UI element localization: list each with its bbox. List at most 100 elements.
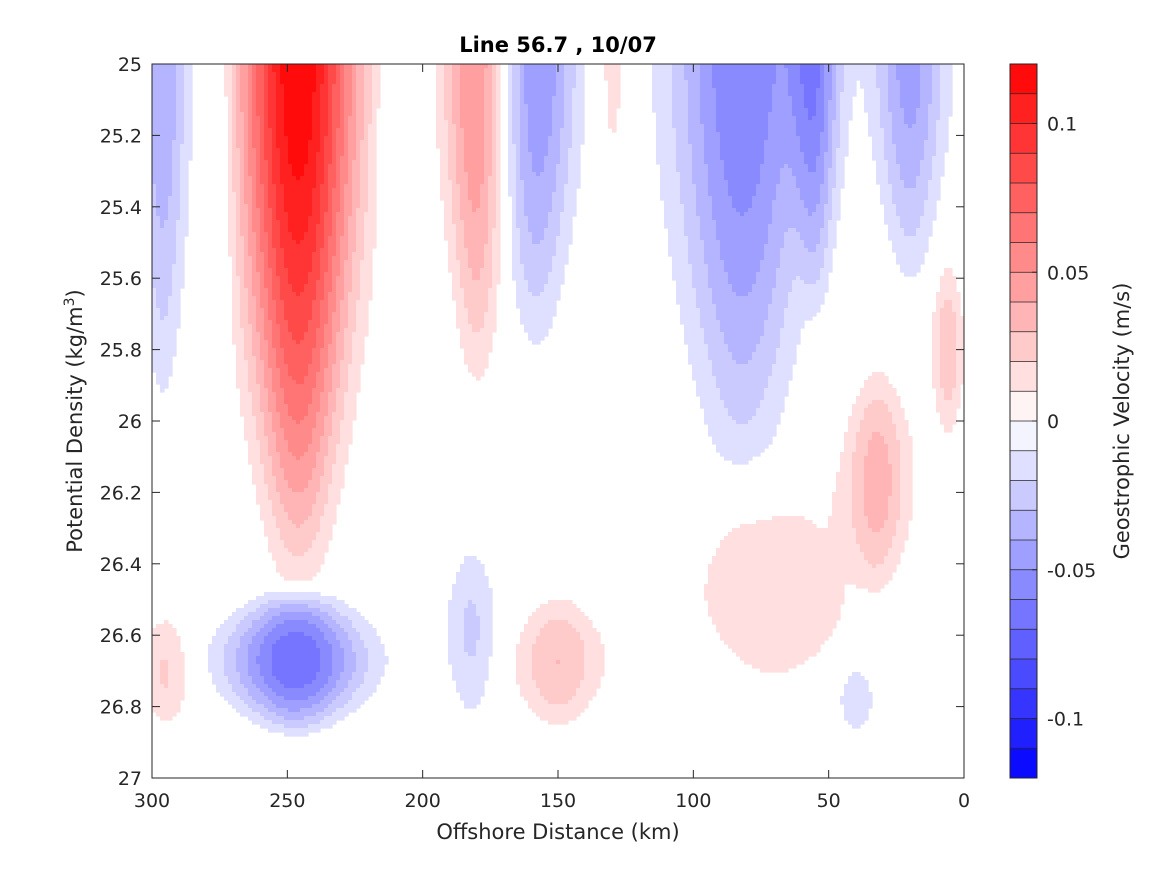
field-cell <box>692 100 697 105</box>
field-cell <box>524 136 529 141</box>
field-cell <box>716 104 721 109</box>
field-cell <box>612 112 617 117</box>
field-cell <box>820 124 825 129</box>
field-cell <box>712 128 717 133</box>
field-cell <box>252 152 257 157</box>
field-cell <box>932 104 937 109</box>
field-cell <box>468 84 473 89</box>
field-cell <box>316 148 321 153</box>
field-cell <box>280 164 285 169</box>
field-cell <box>460 176 465 181</box>
field-cell <box>520 168 525 173</box>
field-cell <box>348 192 353 197</box>
field-cell <box>736 64 741 69</box>
field-cell <box>568 144 573 149</box>
field-cell <box>164 132 169 137</box>
field-cell <box>944 148 949 153</box>
field-cell <box>732 72 737 77</box>
field-cell <box>940 148 945 153</box>
field-cell <box>376 64 381 69</box>
field-cell <box>332 164 337 169</box>
field-cell <box>744 152 749 157</box>
field-cell <box>888 68 893 73</box>
field-cell <box>312 108 317 113</box>
field-cell <box>320 168 325 173</box>
field-cell <box>284 80 289 85</box>
field-cell <box>720 64 725 69</box>
field-cell <box>324 96 329 101</box>
field-cell <box>916 176 921 181</box>
field-cell <box>828 144 833 149</box>
field-cell <box>904 160 909 165</box>
field-cell <box>800 92 805 97</box>
field-cell <box>448 168 453 173</box>
field-cell <box>280 140 285 145</box>
field-cell <box>272 100 277 105</box>
field-cell <box>156 84 161 89</box>
field-cell <box>544 116 549 121</box>
field-cell <box>180 100 185 105</box>
field-cell <box>308 192 313 197</box>
field-cell <box>252 160 257 165</box>
field-cell <box>928 136 933 141</box>
field-cell <box>812 156 817 161</box>
field-cell <box>884 80 889 85</box>
field-cell <box>472 72 477 77</box>
field-cell <box>656 160 661 165</box>
field-cell <box>712 136 717 141</box>
field-cell <box>548 88 553 93</box>
field-cell <box>736 144 741 149</box>
field-cell <box>452 152 457 157</box>
field-cell <box>888 156 893 161</box>
field-cell <box>680 124 685 129</box>
field-cell <box>240 136 245 141</box>
field-cell <box>920 96 925 101</box>
field-cell <box>696 72 701 77</box>
field-cell <box>304 92 309 97</box>
field-cell <box>340 120 345 125</box>
field-cell <box>872 96 877 101</box>
field-cell <box>260 72 265 77</box>
field-cell <box>904 88 909 93</box>
field-cell <box>676 156 681 161</box>
field-cell <box>476 172 481 177</box>
field-cell <box>836 96 841 101</box>
field-cell <box>348 88 353 93</box>
field-cell <box>488 124 493 129</box>
field-cell <box>264 140 269 145</box>
field-cell <box>460 148 465 153</box>
field-cell <box>808 124 813 129</box>
field-cell <box>804 92 809 97</box>
field-cell <box>524 88 529 93</box>
field-cell <box>296 160 301 165</box>
field-cell <box>884 88 889 93</box>
field-cell <box>340 192 345 197</box>
field-cell <box>680 108 685 113</box>
field-cell <box>844 120 849 125</box>
field-cell <box>552 124 557 129</box>
field-cell <box>920 124 925 129</box>
field-cell <box>164 140 169 145</box>
field-cell <box>796 112 801 117</box>
field-cell <box>444 72 449 77</box>
field-cell <box>576 180 581 185</box>
field-cell <box>912 124 917 129</box>
field-cell <box>832 184 837 189</box>
field-cell <box>664 144 669 149</box>
field-cell <box>248 92 253 97</box>
field-cell <box>496 116 501 121</box>
field-cell <box>744 140 749 145</box>
field-cell <box>312 128 317 133</box>
field-cell <box>728 132 733 137</box>
field-cell <box>352 96 357 101</box>
field-cell <box>828 172 833 177</box>
field-cell <box>260 68 265 73</box>
field-cell <box>376 100 381 105</box>
field-cell <box>304 136 309 141</box>
field-cell <box>724 104 729 109</box>
field-cell <box>796 136 801 141</box>
field-cell <box>512 84 517 89</box>
field-cell <box>444 136 449 141</box>
field-cell <box>840 128 845 133</box>
field-cell <box>228 148 233 153</box>
